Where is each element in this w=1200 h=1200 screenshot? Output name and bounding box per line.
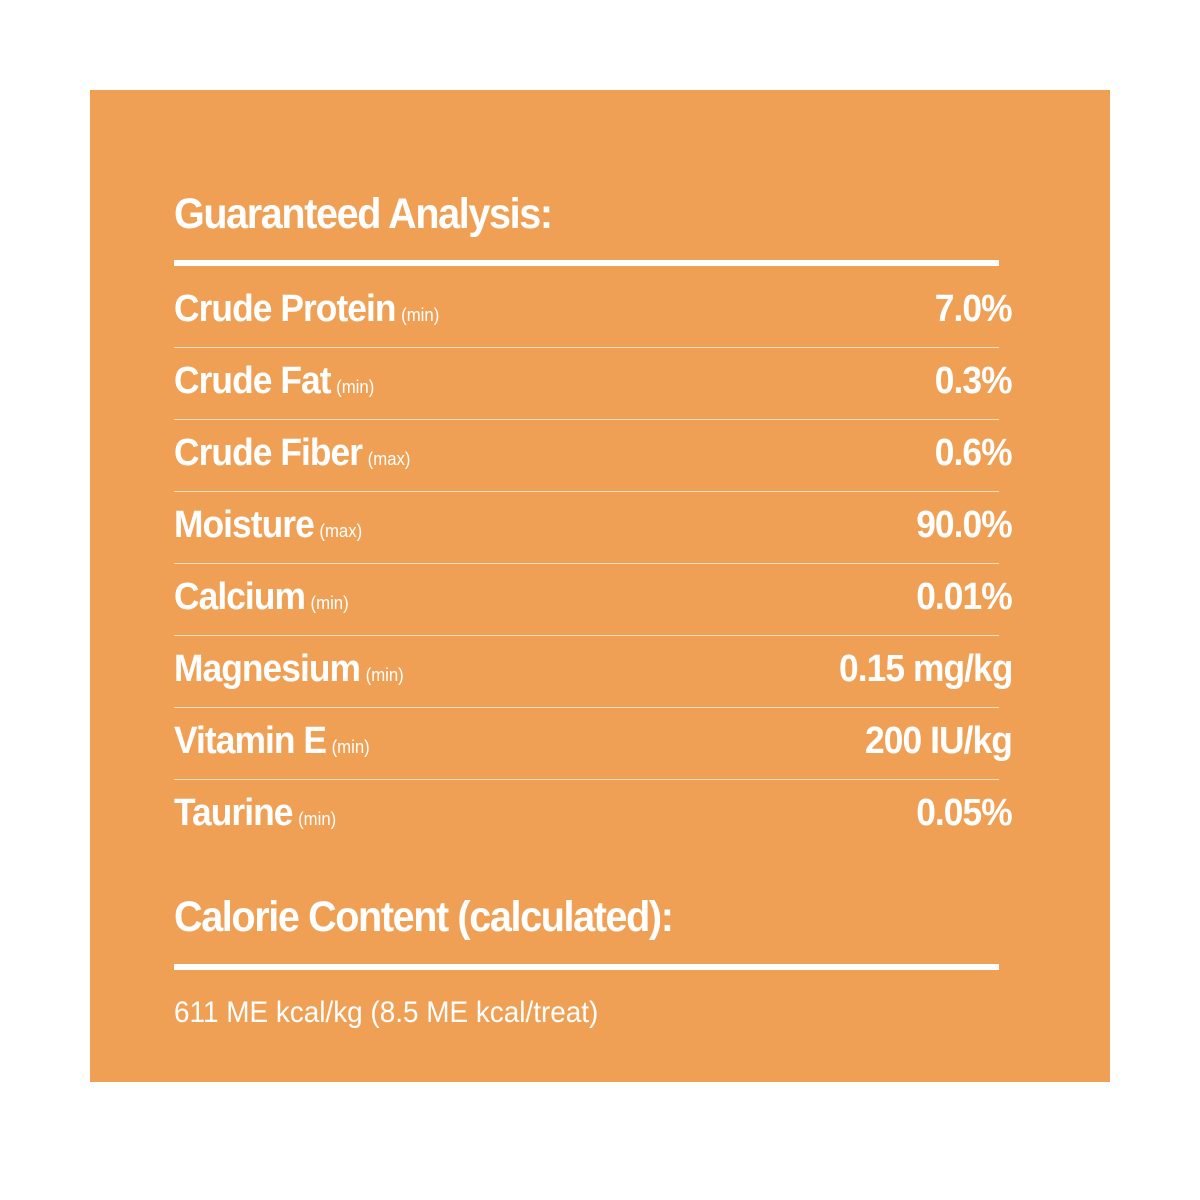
nutrient-qualifier: (min) <box>331 737 370 757</box>
row-divider <box>174 635 999 636</box>
analysis-table: Crude Protein (min) 7.0% Crude Fat (min) 0… <box>174 276 1013 852</box>
nutrient-value: 0.15 mg/kg <box>838 648 1013 690</box>
nutrient-label: Vitamin E (min) <box>174 722 370 760</box>
nutrient-qualifier: (min) <box>365 665 404 685</box>
nutrient-qualifier: (min) <box>298 809 337 829</box>
nutrient-qualifier: (min) <box>310 593 349 613</box>
nutrient-label: Moisture (max) <box>174 506 362 544</box>
nutrient-value: 90.0% <box>916 504 1012 546</box>
nutrient-label: Magnesium (min) <box>174 650 404 688</box>
nutrient-qualifier: (min) <box>401 305 440 325</box>
nutrient-label: Crude Protein (min) <box>174 290 439 328</box>
row-divider <box>174 563 999 564</box>
guaranteed-analysis-heading: Guaranteed Analysis: <box>174 190 553 238</box>
nutrient-name: Crude Fiber <box>174 432 363 474</box>
analysis-row-calcium: Calcium (min) 0.01% <box>174 564 1013 636</box>
nutrient-qualifier: (max) <box>367 449 411 469</box>
analysis-row-crude-fiber: Crude Fiber (max) 0.6% <box>174 420 1013 492</box>
nutrient-name: Crude Protein <box>174 288 397 330</box>
nutrient-value: 0.3% <box>935 360 1013 402</box>
analysis-row-magnesium: Magnesium (min) 0.15 mg/kg <box>174 636 1013 708</box>
analysis-row-taurine: Taurine (min) 0.05% <box>174 780 1013 852</box>
nutrient-name: Crude Fat <box>174 360 332 402</box>
heading-divider <box>174 260 999 266</box>
nutrient-label: Taurine (min) <box>174 794 336 832</box>
analysis-row-crude-protein: Crude Protein (min) 7.0% <box>174 276 1013 348</box>
nutrient-label: Crude Fat (min) <box>174 362 374 400</box>
nutrient-name: Taurine <box>174 792 293 834</box>
nutrient-value: 0.05% <box>916 792 1012 834</box>
nutrient-name: Calcium <box>174 576 306 618</box>
nutrient-value: 0.6% <box>935 432 1013 474</box>
row-divider <box>174 347 999 348</box>
nutrient-value: 0.01% <box>916 576 1012 618</box>
analysis-row-crude-fat: Crude Fat (min) 0.3% <box>174 348 1013 420</box>
heading-divider <box>174 964 999 970</box>
analysis-row-vitamin-e: Vitamin E (min) 200 IU/kg <box>174 708 1013 780</box>
analysis-row-moisture: Moisture (max) 90.0% <box>174 492 1013 564</box>
row-divider <box>174 419 999 420</box>
nutrient-name: Moisture <box>174 504 315 546</box>
nutrient-qualifier: (max) <box>319 521 363 541</box>
nutrient-name: Magnesium <box>174 648 361 690</box>
calorie-content-value: 611 ME kcal/kg (8.5 ME kcal/treat) <box>174 996 599 1029</box>
row-divider <box>174 707 999 708</box>
nutrient-value: 7.0% <box>935 288 1013 330</box>
nutrient-name: Vitamin E <box>174 720 327 762</box>
nutrient-value: 200 IU/kg <box>865 720 1013 762</box>
nutrient-label: Calcium (min) <box>174 578 349 616</box>
row-divider <box>174 491 999 492</box>
calorie-content-heading: Calorie Content (calculated): <box>174 893 674 941</box>
row-divider <box>174 779 999 780</box>
nutrient-label: Crude Fiber (max) <box>174 434 410 472</box>
nutrient-qualifier: (min) <box>336 377 375 397</box>
nutrition-panel: Guaranteed Analysis: Crude Protein (min) … <box>90 90 1110 1082</box>
